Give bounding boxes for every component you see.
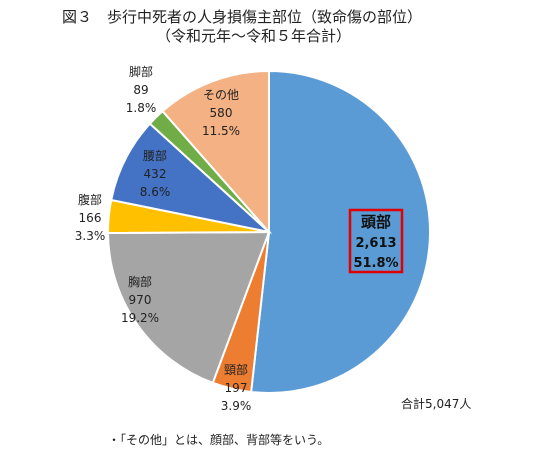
data-label-waist-name: 腰部 (143, 148, 167, 163)
footnote: ・「その他」とは、顔部、背部等をいう。 (108, 433, 330, 447)
pie-slice-waist (110, 122, 273, 234)
data-label-leg-name: 脚部 (129, 64, 153, 79)
data-label-neck-percent: 3.9% (221, 399, 252, 413)
pie-slice-other (161, 69, 270, 235)
highlight-box (348, 208, 404, 274)
chart-title: 図３ 歩行中死者の人身損傷主部位（致命傷の部位） (62, 8, 423, 26)
total-label: 合計5,047人 (401, 397, 472, 411)
data-label-abdomen-name: 腹部 (78, 192, 102, 207)
data-label-leg-value: 89 (133, 83, 148, 97)
data-label-chest-percent: 19.2% (121, 311, 159, 325)
data-label-neck-value: 197 (225, 381, 248, 395)
data-label-other-percent: 11.5% (202, 124, 240, 138)
pie-slice-head (249, 69, 431, 394)
data-label-other-name: その他 (203, 88, 239, 102)
chart-subtitle: （令和元年～令和５年合計） (156, 27, 352, 45)
data-label-waist-value: 432 (144, 167, 167, 181)
pie-slice-chest (106, 230, 271, 385)
data-label-abdomen-value: 166 (79, 211, 102, 225)
data-label-head-percent: 51.8% (353, 256, 398, 271)
data-label-abdomen-percent: 3.3% (75, 229, 106, 243)
data-label-chest-name: 胸部 (128, 274, 152, 289)
data-label-neck-name: 頸部 (224, 362, 248, 377)
data-label-waist-percent: 8.6% (140, 185, 171, 199)
data-label-chest-value: 970 (129, 293, 152, 307)
data-label-leg-percent: 1.8% (126, 101, 157, 115)
data-label-other-value: 580 (210, 106, 233, 120)
data-label-head-value: 2,613 (355, 236, 396, 251)
data-label-head-name: 頭部 (361, 213, 391, 231)
